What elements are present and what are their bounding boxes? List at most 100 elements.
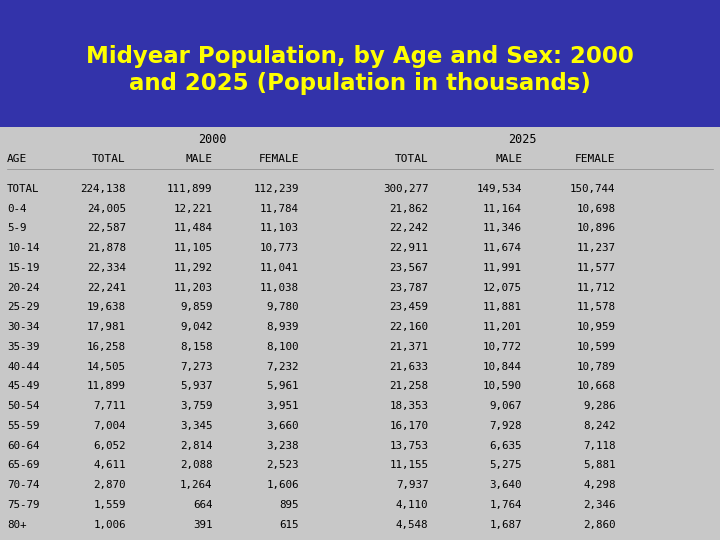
Text: 17,981: 17,981 — [87, 322, 126, 332]
Text: 2,346: 2,346 — [583, 500, 616, 510]
Text: 1,687: 1,687 — [490, 519, 522, 530]
Text: 10,789: 10,789 — [577, 362, 616, 372]
Text: 10,773: 10,773 — [260, 243, 299, 253]
Text: 9,286: 9,286 — [583, 401, 616, 411]
Text: 19,638: 19,638 — [87, 302, 126, 313]
Text: 21,862: 21,862 — [390, 204, 428, 214]
Text: Midyear Population, by Age and Sex: 2000
and 2025 (Population in thousands): Midyear Population, by Age and Sex: 2000… — [86, 45, 634, 95]
Text: 9,067: 9,067 — [490, 401, 522, 411]
Text: 11,484: 11,484 — [174, 224, 212, 233]
Text: 7,928: 7,928 — [490, 421, 522, 431]
Text: FEMALE: FEMALE — [575, 154, 616, 164]
Text: 18,353: 18,353 — [390, 401, 428, 411]
Text: 40-44: 40-44 — [7, 362, 40, 372]
Text: 5,937: 5,937 — [180, 381, 212, 391]
Text: 22,241: 22,241 — [87, 282, 126, 293]
Text: 11,881: 11,881 — [483, 302, 522, 313]
Text: 60-64: 60-64 — [7, 441, 40, 451]
Text: 0-4: 0-4 — [7, 204, 27, 214]
Text: 1,764: 1,764 — [490, 500, 522, 510]
Text: 3,759: 3,759 — [180, 401, 212, 411]
Text: 8,100: 8,100 — [266, 342, 299, 352]
Text: 6,052: 6,052 — [94, 441, 126, 451]
Text: 9,859: 9,859 — [180, 302, 212, 313]
Text: 21,258: 21,258 — [390, 381, 428, 391]
Text: 25-29: 25-29 — [7, 302, 40, 313]
Text: 65-69: 65-69 — [7, 461, 40, 470]
Text: 11,899: 11,899 — [87, 381, 126, 391]
Text: 2,523: 2,523 — [266, 461, 299, 470]
Text: 23,567: 23,567 — [390, 263, 428, 273]
Text: 10,698: 10,698 — [577, 204, 616, 214]
Text: 5,881: 5,881 — [583, 461, 616, 470]
Text: 10,896: 10,896 — [577, 224, 616, 233]
Text: 35-39: 35-39 — [7, 342, 40, 352]
Text: 11,991: 11,991 — [483, 263, 522, 273]
Text: 9,780: 9,780 — [266, 302, 299, 313]
Text: 23,787: 23,787 — [390, 282, 428, 293]
Text: 23,459: 23,459 — [390, 302, 428, 313]
Text: 10,959: 10,959 — [577, 322, 616, 332]
Text: 11,784: 11,784 — [260, 204, 299, 214]
Bar — [0, 127, 720, 540]
Text: 70-74: 70-74 — [7, 480, 40, 490]
Text: 11,346: 11,346 — [483, 224, 522, 233]
Text: 8,242: 8,242 — [583, 421, 616, 431]
Text: 4,110: 4,110 — [396, 500, 428, 510]
Text: 55-59: 55-59 — [7, 421, 40, 431]
Text: 12,221: 12,221 — [174, 204, 212, 214]
Text: 2,870: 2,870 — [94, 480, 126, 490]
Text: 6,635: 6,635 — [490, 441, 522, 451]
Text: 7,118: 7,118 — [583, 441, 616, 451]
Text: 2025: 2025 — [508, 133, 536, 146]
Text: 5-9: 5-9 — [7, 224, 27, 233]
Text: 11,578: 11,578 — [577, 302, 616, 313]
Text: 11,203: 11,203 — [174, 282, 212, 293]
Text: 224,138: 224,138 — [81, 184, 126, 194]
Text: 15-19: 15-19 — [7, 263, 40, 273]
Text: 895: 895 — [279, 500, 299, 510]
Text: 3,660: 3,660 — [266, 421, 299, 431]
Text: 11,155: 11,155 — [390, 461, 428, 470]
Text: 11,201: 11,201 — [483, 322, 522, 332]
Text: 75-79: 75-79 — [7, 500, 40, 510]
Text: 3,238: 3,238 — [266, 441, 299, 451]
Text: 11,237: 11,237 — [577, 243, 616, 253]
Text: 16,258: 16,258 — [87, 342, 126, 352]
Text: 1,559: 1,559 — [94, 500, 126, 510]
Text: 391: 391 — [193, 519, 212, 530]
Text: 1,606: 1,606 — [266, 480, 299, 490]
Text: 11,674: 11,674 — [483, 243, 522, 253]
Text: 5,275: 5,275 — [490, 461, 522, 470]
Text: TOTAL: TOTAL — [395, 154, 428, 164]
Text: 4,611: 4,611 — [94, 461, 126, 470]
Text: 10,844: 10,844 — [483, 362, 522, 372]
Text: 22,911: 22,911 — [390, 243, 428, 253]
Text: 22,160: 22,160 — [390, 322, 428, 332]
Text: 24,005: 24,005 — [87, 204, 126, 214]
Text: 14,505: 14,505 — [87, 362, 126, 372]
Text: 80+: 80+ — [7, 519, 27, 530]
Text: 4,298: 4,298 — [583, 480, 616, 490]
Text: 1,006: 1,006 — [94, 519, 126, 530]
Text: TOTAL: TOTAL — [7, 184, 40, 194]
Text: 112,239: 112,239 — [253, 184, 299, 194]
Text: 3,951: 3,951 — [266, 401, 299, 411]
Text: 22,334: 22,334 — [87, 263, 126, 273]
Text: 50-54: 50-54 — [7, 401, 40, 411]
Text: 5,961: 5,961 — [266, 381, 299, 391]
Text: 7,711: 7,711 — [94, 401, 126, 411]
Text: 10,590: 10,590 — [483, 381, 522, 391]
Text: 11,577: 11,577 — [577, 263, 616, 273]
Text: 1,264: 1,264 — [180, 480, 212, 490]
Text: FEMALE: FEMALE — [258, 154, 299, 164]
Text: 11,041: 11,041 — [260, 263, 299, 273]
Text: 2,088: 2,088 — [180, 461, 212, 470]
Text: 7,232: 7,232 — [266, 362, 299, 372]
Text: 9,042: 9,042 — [180, 322, 212, 332]
Text: 16,170: 16,170 — [390, 421, 428, 431]
Text: 7,273: 7,273 — [180, 362, 212, 372]
Text: MALE: MALE — [495, 154, 522, 164]
Text: MALE: MALE — [185, 154, 212, 164]
Text: 111,899: 111,899 — [167, 184, 212, 194]
